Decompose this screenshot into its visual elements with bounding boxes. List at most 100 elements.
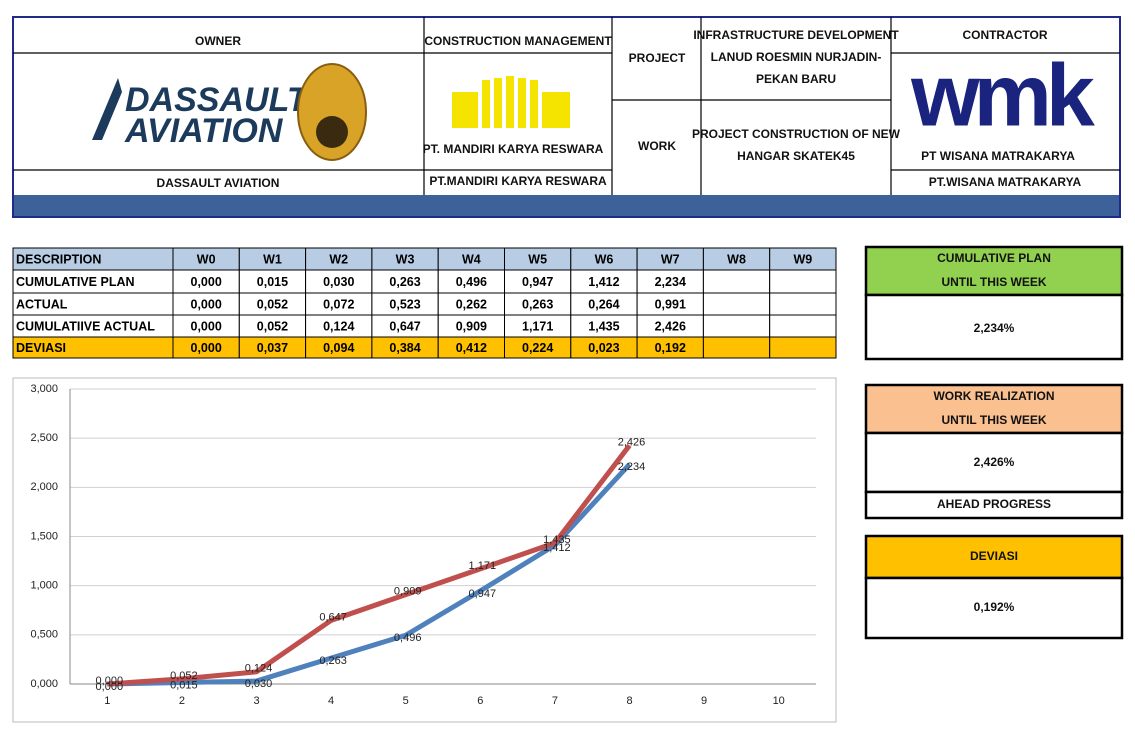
table-text: 0,072 xyxy=(323,297,354,311)
table-text: 0,023 xyxy=(588,341,619,355)
table-text: 0,647 xyxy=(389,319,420,333)
project-value: PEKAN BARU xyxy=(756,72,836,86)
table-text: CUMULATIIVE ACTUAL xyxy=(16,319,155,333)
owner-logo-text: AVIATION xyxy=(124,112,284,150)
table-text: 0,523 xyxy=(389,297,420,311)
x-tick-label: 2 xyxy=(179,695,185,707)
table-text: 0,094 xyxy=(323,341,354,355)
table-header: W5 xyxy=(528,252,547,266)
x-tick-label: 7 xyxy=(552,695,558,707)
y-tick-label: 2,000 xyxy=(30,481,58,493)
work-label: WORK xyxy=(638,139,676,153)
table-header: W2 xyxy=(329,252,348,266)
table-text: 0,015 xyxy=(257,275,288,289)
table-text: 0,192 xyxy=(655,341,686,355)
y-tick-label: 3,000 xyxy=(30,383,58,395)
y-tick-label: 0,000 xyxy=(30,678,58,690)
table-header: DESCRIPTION xyxy=(16,252,101,266)
x-tick-label: 6 xyxy=(477,695,483,707)
data-label: 0,909 xyxy=(394,586,422,598)
table-text: 2,234 xyxy=(655,275,686,289)
table-text: 0,263 xyxy=(522,297,553,311)
card-value: 0,192% xyxy=(974,600,1015,614)
table-text: 1,412 xyxy=(588,275,619,289)
card-title: UNTIL THIS WEEK xyxy=(941,275,1046,289)
owner-emblem xyxy=(316,116,348,148)
data-label: 0,647 xyxy=(319,611,347,623)
y-tick-label: 0,500 xyxy=(30,629,58,641)
card-title: DEVIASI xyxy=(970,549,1018,563)
table-header: W0 xyxy=(197,252,216,266)
data-label: 0,124 xyxy=(245,663,273,675)
table-text: 1,435 xyxy=(588,319,619,333)
table-text: 0,262 xyxy=(456,297,487,311)
card-body xyxy=(864,293,1124,361)
owner-label: OWNER xyxy=(195,34,241,48)
table-text: 2,426 xyxy=(655,319,686,333)
owner-logo-mark xyxy=(92,78,122,140)
owner-name: DASSAULT AVIATION xyxy=(157,176,280,190)
table-cell xyxy=(769,314,837,338)
table-text: 0,412 xyxy=(456,341,487,355)
table-text: 0,000 xyxy=(191,319,222,333)
card-title: UNTIL THIS WEEK xyxy=(941,413,1046,427)
table-cell xyxy=(769,336,837,359)
table-header: W8 xyxy=(727,252,746,266)
project-label: PROJECT xyxy=(629,51,686,65)
table-text: 0,263 xyxy=(389,275,420,289)
table-text: 0,052 xyxy=(257,297,288,311)
header-strip xyxy=(14,195,1119,216)
table-text: 0,124 xyxy=(323,319,354,333)
table-cell xyxy=(702,292,771,316)
table-cell xyxy=(702,336,771,359)
chart-frame xyxy=(12,377,837,723)
x-tick-label: 3 xyxy=(253,695,259,707)
table-header: W3 xyxy=(396,252,415,266)
table-text: 0,000 xyxy=(191,275,222,289)
x-tick-label: 4 xyxy=(328,695,334,707)
table-text: CUMULATIVE PLAN xyxy=(16,275,135,289)
project-value: LANUD ROESMIN NURJADIN- xyxy=(711,50,882,64)
series-line xyxy=(107,462,632,687)
project-value: INFRASTRUCTURE DEVELOPMENT xyxy=(693,28,899,42)
header: OWNER DASSAULT AVIATION DASSAULT AVIATIO… xyxy=(12,16,1121,218)
card-value: 2,234% xyxy=(974,321,1015,335)
y-tick-label: 1,000 xyxy=(30,580,58,592)
cm-label: CONSTRUCTION MANAGEMENT xyxy=(424,34,612,48)
owner-logo-text: DASSAULT xyxy=(125,81,311,119)
work-value: HANGAR SKATEK45 xyxy=(737,149,855,163)
data-label: 0,263 xyxy=(319,655,347,667)
contractor-label: CONTRACTOR xyxy=(962,28,1047,42)
data-label: 1,412 xyxy=(543,542,571,554)
data-label: 0,496 xyxy=(394,632,422,644)
table-text: 1,171 xyxy=(522,319,553,333)
table-text: ACTUAL xyxy=(16,297,68,311)
table-text: 0,496 xyxy=(456,275,487,289)
cm-logo-text: PT. MANDIRI KARYA RESWARA xyxy=(423,142,604,156)
table-header: W9 xyxy=(793,252,812,266)
card-value: 2,426% xyxy=(974,455,1015,469)
x-tick-label: 10 xyxy=(773,695,785,707)
table-text: 0,000 xyxy=(191,297,222,311)
table-text: 0,037 xyxy=(257,341,288,355)
card-title: WORK REALIZATION xyxy=(933,389,1054,403)
table-text: 0,947 xyxy=(522,275,553,289)
header-lines xyxy=(13,17,1120,195)
data-label: 1,171 xyxy=(469,560,497,572)
card-note-box xyxy=(864,490,1124,520)
card-note: AHEAD PROGRESS xyxy=(937,497,1051,511)
table-header: W4 xyxy=(462,252,481,266)
table-text: 0,052 xyxy=(257,319,288,333)
contractor-logo-text: wmk xyxy=(910,45,1096,144)
cm-logo xyxy=(452,76,570,128)
data-label: 0,000 xyxy=(96,675,124,687)
data-label: 0,947 xyxy=(469,588,497,600)
data-label: 0,052 xyxy=(170,670,198,682)
table-text: 0,030 xyxy=(323,275,354,289)
data-label: 0,030 xyxy=(245,678,273,690)
series-line xyxy=(107,443,632,687)
table-text: 0,000 xyxy=(191,341,222,355)
table-header: W7 xyxy=(661,252,680,266)
table-text: 0,991 xyxy=(655,297,686,311)
